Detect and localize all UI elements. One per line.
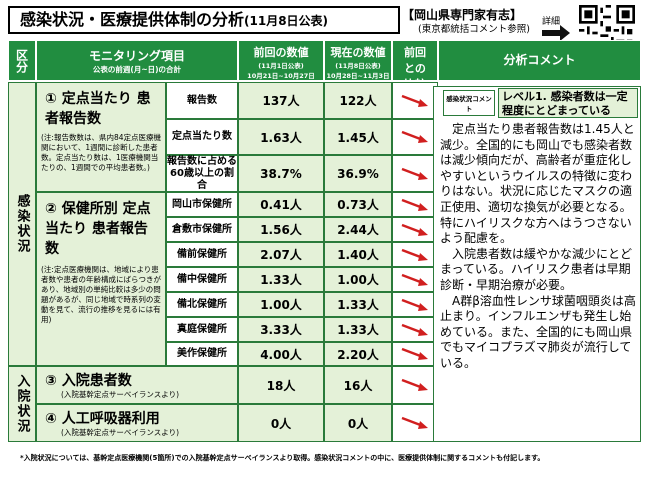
trend-arrow-icon [392, 155, 438, 192]
col-header-item: モニタリング項目 公表の前週(月~日)の合計 [36, 40, 238, 81]
prev-value: 4.00人 [238, 342, 324, 366]
trend-arrow-icon [392, 366, 438, 404]
curr-value: 1.45人 [324, 119, 392, 155]
curr-value: 0.73人 [324, 192, 392, 217]
section-infection: 感染状況 [8, 82, 36, 366]
detail-label: 詳細 [542, 17, 561, 27]
analysis-comment: 定点当たり患者報告数は1.45人と減少。全国的にも岡山でも感染者数は減少傾向だが… [440, 122, 638, 372]
item3-title: ③ 入院患者数 [45, 373, 132, 389]
col-header-item-label: モニタリング項目 [88, 49, 185, 63]
comment-paragraph-1: 定点当たり患者報告数は1.45人と減少。全国的にも岡山でも感染者数は減少傾向だが… [440, 122, 635, 246]
col-header-prev-label: 前回の数値 [253, 46, 309, 59]
item3-block: ③ 入院患者数 (入院基幹定点サーベイランスより) [36, 366, 238, 404]
trend-arrow-icon [392, 119, 438, 155]
row-label: 定点当たり数 [166, 119, 238, 155]
trend-arrow-icon [392, 317, 438, 342]
curr-value: 0人 [324, 404, 392, 442]
section-hospital: 入院状況 [8, 366, 36, 442]
item1-note: (注:報告数数は、県内84定点医療機関において、1週間に診断した患者数。定点当た… [41, 133, 161, 172]
item4-title: ④ 人工呼吸器利用 [45, 411, 160, 427]
trend-arrow-icon [392, 82, 438, 119]
row-label: 備北保健所 [166, 292, 238, 317]
trend-arrow-icon [392, 342, 438, 366]
section-hospital-label: 入院状況 [14, 374, 30, 434]
prev-value: 18人 [238, 366, 324, 404]
trend-arrow-icon [392, 292, 438, 317]
trend-arrow-icon [392, 267, 438, 292]
col-header-compare: 前回との比較 [392, 40, 438, 91]
item1-block: ① 定点当たり 患者報告数 (注:報告数数は、県内84定点医療機関において、1週… [36, 82, 166, 192]
curr-value: 36.9% [324, 155, 392, 192]
col-header-item-sub: 公表の前週(月~日)の合計 [92, 65, 182, 74]
row-label: 備中保健所 [166, 267, 238, 292]
row-label: 報告数に占める60歳以上の割合 [166, 155, 238, 192]
page-title: 感染状況・医療提供体制の分析(11月8日公表) [8, 6, 400, 34]
prev-value: 38.7% [238, 155, 324, 192]
row-label: 岡山市保健所 [166, 192, 238, 217]
level-badge: 感染状況コメント [443, 90, 495, 116]
source-label: 【岡山県専門家有志】 [402, 8, 523, 22]
item1-title: ① 定点当たり 患者報告数 [45, 91, 151, 127]
section-infection-label: 感染状況 [14, 194, 30, 254]
row-label: 倉敷市保健所 [166, 217, 238, 242]
detail-arrow-icon [542, 25, 570, 41]
row-label: 真庭保健所 [166, 317, 238, 342]
footnote: *入院状況については、基幹定点医療機関(5箇所)での入院基幹定点サーベイランスよ… [20, 454, 545, 462]
curr-value: 1.40人 [324, 242, 392, 267]
source-note: (東京都統括コメント参照) [418, 24, 530, 35]
infection-level: レベル1. 感染者数は一定程度にとどまっている [498, 88, 638, 118]
trend-arrow-icon [392, 404, 438, 442]
comment-paragraph-3: A群β溶血性レンサ球菌咽頭炎は高止まり。インフルエンザも発生し始めている。また、… [440, 293, 636, 370]
col-header-curr-sub1: (11月8日公表) [335, 62, 381, 70]
comment-box [433, 86, 641, 442]
prev-value: 137人 [238, 82, 324, 119]
item4-note: (入院基幹定点サーベイランスより) [61, 428, 180, 437]
item2-title: ② 保健所別 定点当たり 患者報告数 [45, 201, 151, 257]
prev-value: 1.56人 [238, 217, 324, 242]
trend-arrow-icon [392, 242, 438, 267]
curr-value: 16人 [324, 366, 392, 404]
col-header-prev: 前回の数値 (11月1日公表) 10月21日~10月27日 [238, 40, 324, 81]
curr-value: 1.00人 [324, 267, 392, 292]
comment-paragraph-2: 入院患者数は緩やかな減少にとどまっている。ハイリスク患者は早期診断・早期治療が必… [440, 246, 633, 292]
col-header-prev-sub2: 10月21日~10月27日 [247, 72, 315, 80]
item3-note: (入院基幹定点サーベイランスより) [61, 390, 180, 399]
item2-note: (注:定点医療機関は、地域により患者数や患者の年齢構成にばらつきがあり、地域別の… [41, 265, 161, 324]
curr-value: 2.20人 [324, 342, 392, 366]
curr-value: 122人 [324, 82, 392, 119]
col-header-curr-sub2: 10月28日~11月3日 [326, 72, 390, 80]
trend-arrow-icon [392, 192, 438, 217]
row-label: 美作保健所 [166, 342, 238, 366]
prev-value: 2.07人 [238, 242, 324, 267]
col-header-comment: 分析コメント [438, 40, 641, 81]
row-label: 報告数 [166, 82, 238, 119]
curr-value: 1.33人 [324, 292, 392, 317]
col-header-curr: 現在の数値 (11月8日公表) 10月28日~11月3日 [324, 40, 392, 81]
prev-value: 3.33人 [238, 317, 324, 342]
prev-value: 1.00人 [238, 292, 324, 317]
prev-value: 1.33人 [238, 267, 324, 292]
prev-value: 0人 [238, 404, 324, 442]
curr-value: 1.33人 [324, 317, 392, 342]
prev-value: 0.41人 [238, 192, 324, 217]
item2-block: ② 保健所別 定点当たり 患者報告数 (注:定点医療機関は、地域により患者数や患… [36, 192, 166, 366]
trend-arrow-icon [392, 217, 438, 242]
col-header-curr-label: 現在の数値 [330, 46, 386, 59]
prev-value: 1.63人 [238, 119, 324, 155]
row-label: 備前保健所 [166, 242, 238, 267]
item4-block: ④ 人工呼吸器利用 (入院基幹定点サーベイランスより) [36, 404, 238, 442]
col-header-section: 区分 [8, 40, 36, 81]
curr-value: 2.44人 [324, 217, 392, 242]
col-header-prev-sub1: (11月1日公表) [258, 62, 304, 70]
